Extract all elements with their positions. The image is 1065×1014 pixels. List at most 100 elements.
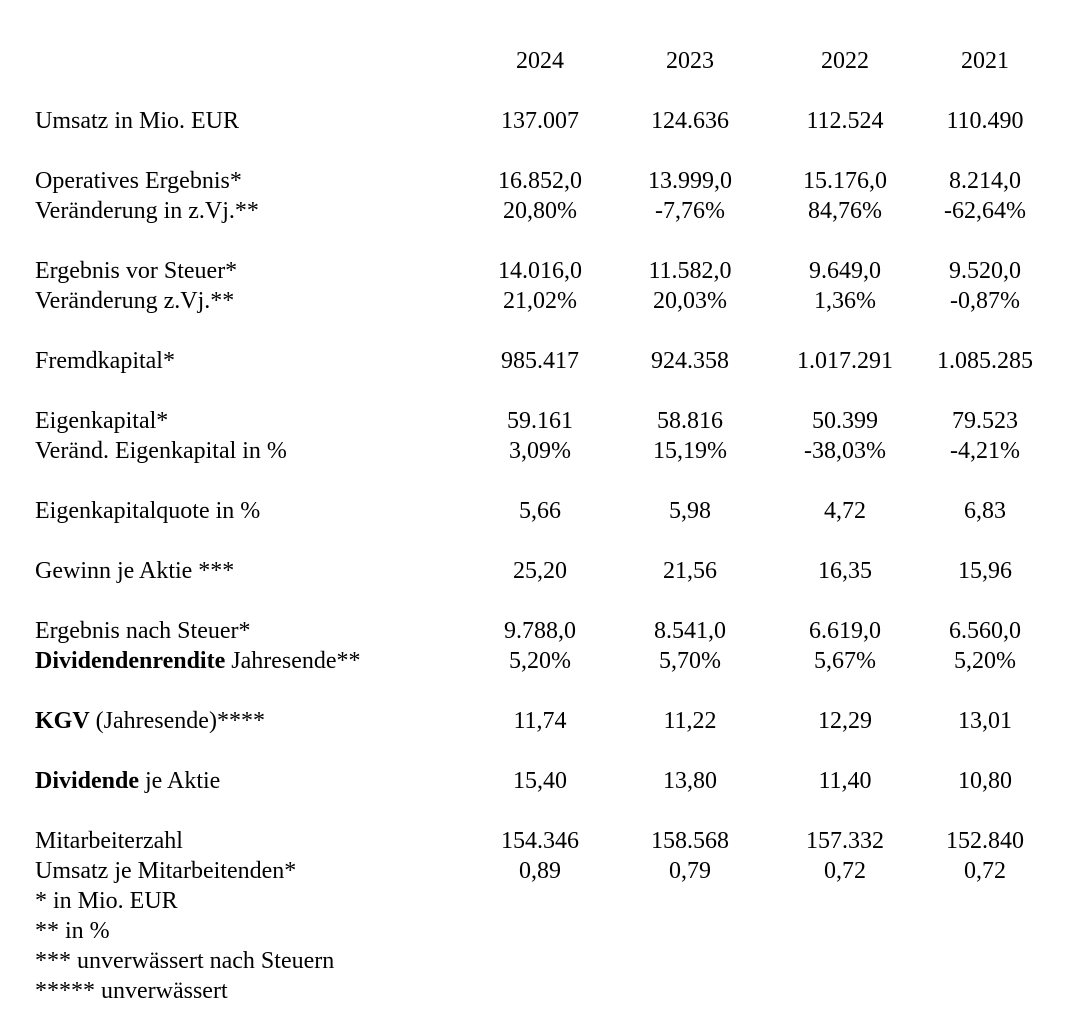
spacer-row bbox=[0, 796, 1050, 826]
cell-value: 5,98 bbox=[669, 498, 711, 524]
row-label-text: Veränd. Eigenkapital in % bbox=[35, 438, 287, 464]
row-label: Eigenkapital* bbox=[0, 406, 470, 436]
cell-value: 11,40 bbox=[818, 768, 872, 794]
cell-value: 84,76% bbox=[808, 198, 882, 224]
spacer-row bbox=[0, 76, 1050, 106]
spacer-row bbox=[0, 676, 1050, 706]
cell-value: 6,83 bbox=[964, 498, 1006, 524]
cell-value: 924.358 bbox=[651, 348, 729, 374]
row-label: Operatives Ergebnis* bbox=[0, 166, 470, 196]
cell-value: 152.840 bbox=[946, 828, 1024, 854]
table-row: Ergebnis nach Steuer* 9.788,0 8.541,0 6.619… bbox=[0, 616, 1050, 646]
row-label-bold: Dividendenrendite bbox=[35, 648, 226, 674]
cell-value: 1.085.285 bbox=[937, 348, 1033, 374]
cell-value: 9.788,0 bbox=[504, 618, 576, 644]
table-row: Operatives Ergebnis* 16.852,0 13.999,0 15.1… bbox=[0, 166, 1050, 196]
spacer-cell bbox=[0, 316, 1050, 346]
cell-value: 11,22 bbox=[663, 708, 717, 734]
row-label-text: (Jahresende)**** bbox=[89, 708, 265, 734]
footnote-line: ***** unverwässert bbox=[35, 978, 228, 1004]
table-row: Veränderung in z.Vj.** 20,80% -7,76% 84,76%… bbox=[0, 196, 1050, 226]
row-label-text: Ergebnis nach Steuer* bbox=[35, 618, 251, 644]
cell-value: 13.999,0 bbox=[648, 168, 732, 194]
cell-value: 137.007 bbox=[501, 108, 579, 134]
cell-value: 15,19% bbox=[653, 438, 727, 464]
footnote-line: * in Mio. EUR bbox=[35, 888, 178, 914]
row-label: Dividende je Aktie bbox=[0, 766, 470, 796]
table-row: Eigenkapital* 59.161 58.816 50.399 79.523 bbox=[0, 406, 1050, 436]
spacer-row bbox=[0, 376, 1050, 406]
cell-value: 5,70% bbox=[659, 648, 721, 674]
row-label: Fremdkapital* bbox=[0, 346, 470, 376]
cell-value: 112.524 bbox=[806, 108, 884, 134]
cell-value: 0,79 bbox=[669, 858, 711, 884]
row-label-text: Mitarbeiterzahl bbox=[35, 828, 183, 854]
row-label: Eigenkapitalquote in % bbox=[0, 496, 470, 526]
row-label: Veränderung z.Vj.** bbox=[0, 286, 470, 316]
cell-value: -7,76% bbox=[655, 198, 725, 224]
table-row: Fremdkapital* 985.417 924.358 1.017.291 1.08… bbox=[0, 346, 1050, 376]
empty-header-cell bbox=[0, 46, 470, 76]
row-label-text: Veränderung z.Vj.** bbox=[35, 288, 235, 314]
cell-value: 15,40 bbox=[513, 768, 567, 794]
row-label-text: je Aktie bbox=[139, 768, 221, 794]
cell-value: 79.523 bbox=[952, 408, 1018, 434]
table-row: Gewinn je Aktie *** 25,20 21,56 16,35 15,96 bbox=[0, 556, 1050, 586]
spacer-row bbox=[0, 226, 1050, 256]
cell-value: 6.560,0 bbox=[949, 618, 1021, 644]
table-row: Veränderung z.Vj.** 21,02% 20,03% 1,36% -0,8… bbox=[0, 286, 1050, 316]
footnotes: * in Mio. EUR ** in % *** unverwässert nac… bbox=[0, 886, 1065, 1006]
cell-value: 0,72 bbox=[824, 858, 866, 884]
cell-value: 15.176,0 bbox=[803, 168, 887, 194]
table-row: Mitarbeiterzahl 154.346 158.568 157.332 152.… bbox=[0, 826, 1050, 856]
cell-value: 5,20% bbox=[509, 648, 571, 674]
row-label: Dividendenrendite Jahresende** bbox=[0, 646, 470, 676]
row-label-text: Operatives Ergebnis* bbox=[35, 168, 242, 194]
cell-value: 985.417 bbox=[501, 348, 579, 374]
table-row: Eigenkapitalquote in % 5,66 5,98 4,72 6,83 bbox=[0, 496, 1050, 526]
table-row: Ergebnis vor Steuer* 14.016,0 11.582,0 9.64… bbox=[0, 256, 1050, 286]
spacer-row bbox=[0, 136, 1050, 166]
spacer-cell bbox=[0, 226, 1050, 256]
cell-value: 14.016,0 bbox=[498, 258, 582, 284]
cell-value: 124.636 bbox=[651, 108, 729, 134]
cell-value: 59.161 bbox=[507, 408, 573, 434]
cell-value: 10,80 bbox=[958, 768, 1012, 794]
row-label-text: Ergebnis vor Steuer* bbox=[35, 258, 238, 284]
cell-value: 11.582,0 bbox=[648, 258, 732, 284]
row-label-bold: KGV bbox=[35, 708, 90, 734]
table-row: Umsatz in Mio. EUR 137.007 124.636 112.524 1… bbox=[0, 106, 1050, 136]
cell-value: 50.399 bbox=[812, 408, 878, 434]
row-label: Umsatz in Mio. EUR bbox=[0, 106, 470, 136]
cell-value: 1,36% bbox=[814, 288, 876, 314]
row-label: Veränd. Eigenkapital in % bbox=[0, 436, 470, 466]
spacer-row bbox=[0, 316, 1050, 346]
cell-value: 13,80 bbox=[663, 768, 717, 794]
spacer-row bbox=[0, 736, 1050, 766]
row-label: Umsatz je Mitarbeitenden* bbox=[0, 856, 470, 886]
spacer-cell bbox=[0, 796, 1050, 826]
year-header-2023: 2023 bbox=[666, 48, 714, 74]
row-label: Ergebnis vor Steuer* bbox=[0, 256, 470, 286]
spacer-cell bbox=[0, 136, 1050, 166]
year-header-2022: 2022 bbox=[821, 48, 869, 74]
row-label-text: Veränderung in z.Vj.** bbox=[35, 198, 259, 224]
spacer-cell bbox=[0, 526, 1050, 556]
cell-value: 157.332 bbox=[806, 828, 884, 854]
cell-value: 0,72 bbox=[964, 858, 1006, 884]
cell-value: 21,56 bbox=[663, 558, 717, 584]
cell-value: 5,66 bbox=[519, 498, 561, 524]
table-row: Dividendenrendite Jahresende** 5,20% 5,70%… bbox=[0, 646, 1050, 676]
spacer-cell bbox=[0, 586, 1050, 616]
cell-value: 13,01 bbox=[958, 708, 1012, 734]
spacer-cell bbox=[0, 676, 1050, 706]
spacer-cell bbox=[0, 76, 1050, 106]
table-row: Veränd. Eigenkapital in % 3,09% 15,19% -38,… bbox=[0, 436, 1050, 466]
row-label-bold: Dividende bbox=[35, 768, 140, 794]
cell-value: 0,89 bbox=[519, 858, 561, 884]
row-label-text: Jahresende** bbox=[225, 648, 361, 674]
table-row: Umsatz je Mitarbeitenden* 0,89 0,79 0,72 0,7… bbox=[0, 856, 1050, 886]
spacer-cell bbox=[0, 466, 1050, 496]
row-label: Ergebnis nach Steuer* bbox=[0, 616, 470, 646]
